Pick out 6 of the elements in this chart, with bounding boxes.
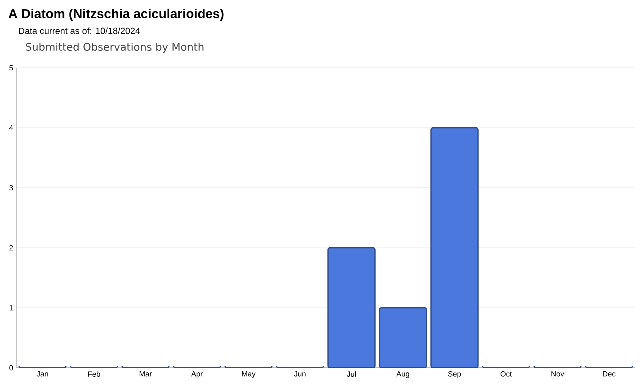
bar [379,307,428,368]
chart-title: A Diatom (Nitzschia acicularioides) [8,8,224,22]
bar [328,247,376,368]
bar [430,127,479,368]
text: Submitted Observations by Month [26,42,204,54]
chart-subtitle: Data current as of: 10/18/2024 [19,28,140,34]
